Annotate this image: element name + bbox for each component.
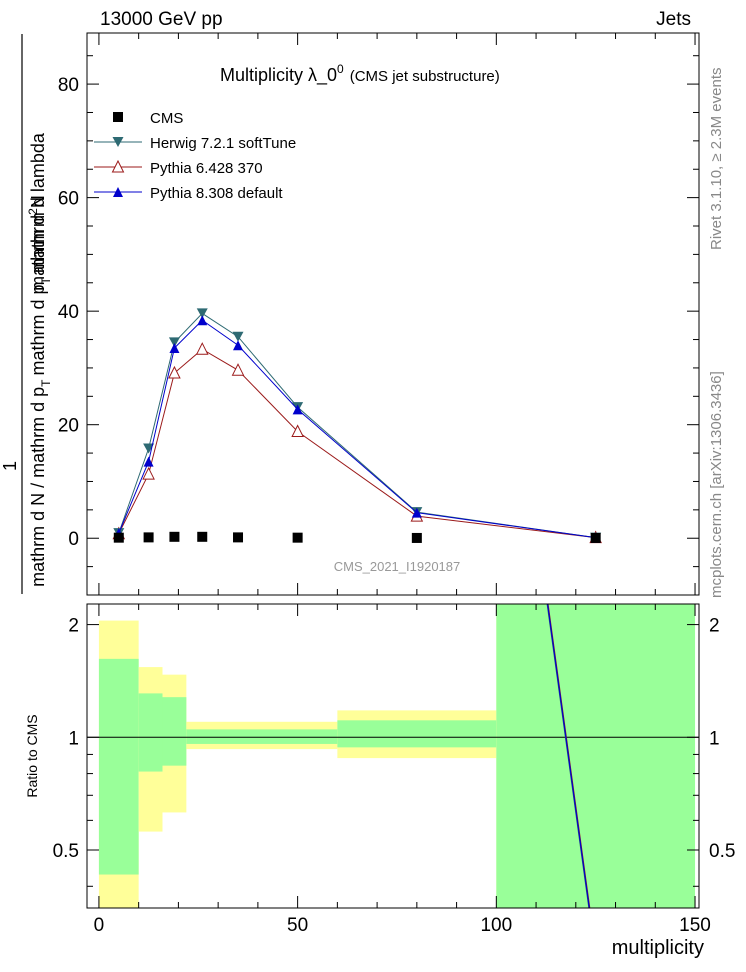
ylabel-lower-c: mathrm d lambda — [28, 132, 48, 273]
data-point — [292, 404, 303, 415]
legend: CMS Herwig 7.2.1 softTune Pythia 6.428 370… — [94, 110, 296, 202]
ylabel-lower-sub2: T — [39, 276, 53, 284]
analysis-watermark: CMS_2021_I1920187 — [334, 559, 461, 574]
data-point — [233, 532, 244, 543]
ratio-band-inner — [162, 697, 187, 766]
series-line — [118, 348, 596, 539]
legend-marker — [113, 187, 123, 197]
data-point — [169, 531, 180, 542]
ylabel-numerator: 1 — [0, 461, 20, 471]
main-ytick-label: 80 — [58, 75, 79, 96]
ylabel-upper: mathrm d2N — [26, 195, 48, 291]
ratio-band-inner — [337, 720, 497, 748]
data-point — [113, 532, 124, 543]
header-jets: Jets — [656, 9, 691, 30]
chart-title-sub: (CMS jet substructure) — [350, 68, 500, 85]
series-line — [118, 319, 596, 539]
data-point — [197, 531, 208, 542]
legend-label: CMS — [150, 110, 183, 127]
main-marks — [112, 308, 602, 544]
ratio-ytick-label-right: 0.5 — [709, 841, 735, 862]
legend-label: Pythia 6.428 370 — [150, 160, 263, 177]
chart-title-sup: 0 — [337, 62, 344, 76]
ratio-frame — [86, 603, 700, 909]
ratio-panel: 0.5 0.5 1 1 2 2 0 50 100 150 Ratio to CMS multipl… — [24, 603, 735, 959]
data-point — [169, 343, 180, 354]
data-point — [143, 532, 154, 543]
ylabel-lower-a: mathrm d N / mathrm d p — [28, 387, 48, 587]
data-point — [195, 342, 209, 355]
ratio-line — [546, 603, 590, 909]
data-point — [233, 340, 244, 351]
series-0 — [113, 531, 601, 543]
ratio-ytick-label: 1 — [68, 728, 79, 749]
xlabel: multiplicity — [612, 937, 704, 959]
series-line — [118, 312, 596, 539]
ratio-xtick-label: 150 — [679, 915, 711, 936]
chart-title: Multiplicity λ_00 (CMS jet substructure) — [220, 62, 500, 86]
data-point — [143, 443, 155, 454]
ratio-ytick-label: 0.5 — [53, 841, 79, 862]
data-point — [590, 532, 601, 543]
ratio-xtick-label: 0 — [94, 915, 105, 936]
data-point — [411, 532, 422, 543]
data-point — [232, 331, 244, 342]
main-ytick-label: 60 — [58, 189, 79, 210]
main-ytick-label: 0 — [68, 529, 79, 550]
ylabel-upper-sup: 2 — [26, 208, 40, 215]
legend-marker — [111, 159, 125, 173]
legend-label: Herwig 7.2.1 softTune — [150, 135, 296, 152]
ratio-ytick-label: 2 — [68, 616, 79, 637]
series-2 — [112, 342, 602, 544]
ratio-ylabel: Ratio to CMS — [24, 714, 40, 797]
ratio-band-inner — [138, 693, 163, 772]
data-point — [292, 532, 303, 543]
legend-label: Pythia 8.308 default — [150, 185, 283, 202]
ratio-xtick-label: 50 — [287, 915, 308, 936]
data-point — [197, 315, 208, 326]
header-energy: 13000 GeV pp — [100, 9, 223, 30]
ratio-xtick-label: 100 — [480, 915, 512, 936]
ratio-ytick-label-right: 1 — [709, 728, 720, 749]
data-point — [196, 308, 208, 319]
main-ylabel: 1 mathrm d2N mathrm d N / mathrm d pTmat… — [0, 34, 53, 594]
legend-marker — [113, 112, 123, 122]
data-point — [291, 424, 304, 438]
data-point — [168, 337, 180, 348]
chart-title-main: Multiplicity λ_0 — [220, 65, 337, 86]
main-frame — [86, 32, 700, 596]
ylabel-lower-b: mathrm d p — [28, 284, 48, 375]
data-point — [411, 507, 422, 518]
data-point — [143, 456, 154, 467]
main-ytick-label: 40 — [58, 302, 79, 323]
mcplots-label: mcplots.cern.ch [arXiv:1306.3436] — [708, 371, 725, 598]
ratio-band-inner — [186, 729, 338, 744]
legend-marker — [112, 137, 124, 147]
ylabel-upper-a: mathrm d — [28, 215, 48, 291]
rivet-label: Rivet 3.1.10, ≥ 2.3M events — [708, 68, 725, 251]
ylabel-lower: mathrm d N / mathrm d pTmathrm d pTmathr… — [28, 132, 53, 587]
data-point — [168, 365, 181, 379]
main-axes: 0 20 40 60 80 — [58, 33, 699, 596]
data-point — [231, 363, 245, 376]
series-1 — [113, 308, 602, 543]
ratio-band-inner — [98, 658, 139, 875]
ratio-marks — [87, 603, 699, 909]
ratio-ytick-label-right: 2 — [709, 616, 720, 637]
ylabel-lower-sub1: T — [39, 379, 53, 387]
series-3 — [113, 315, 601, 543]
data-point — [142, 466, 155, 480]
main-ytick-label: 20 — [58, 416, 79, 437]
ratio-band-inner — [496, 604, 696, 908]
ratio-axes: 0.5 0.5 1 1 2 2 0 50 100 150 — [53, 604, 735, 936]
ylabel-upper-b: N — [28, 195, 48, 208]
